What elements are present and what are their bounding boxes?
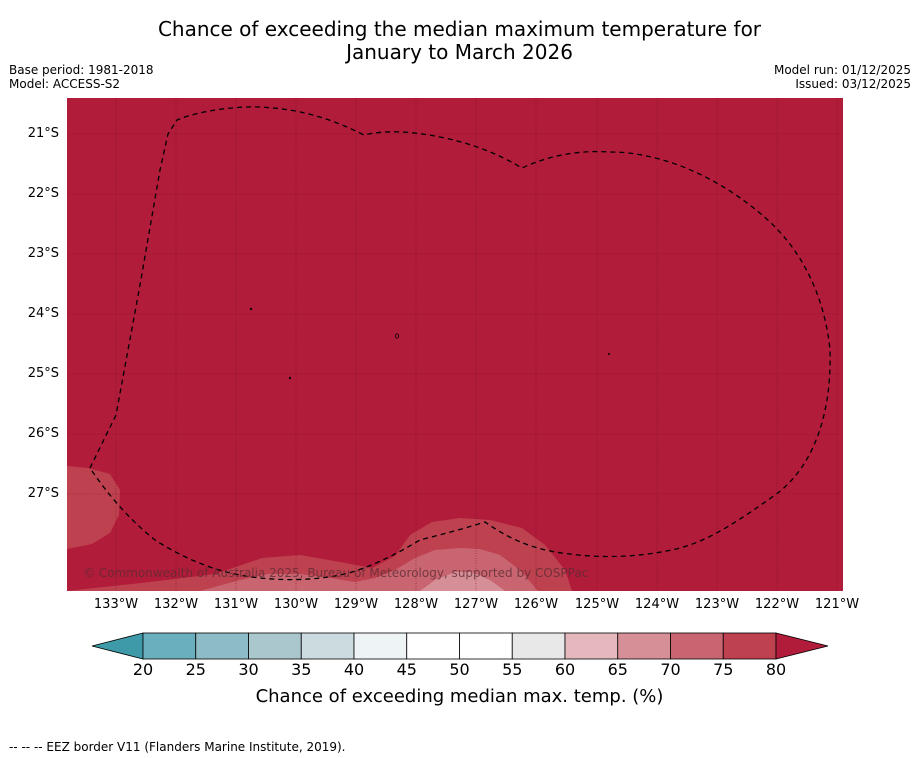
colorbar-segment-25-30 <box>195 632 249 660</box>
lon-label-130W: 130°W <box>273 597 319 612</box>
lon-label-133W: 133°W <box>93 597 139 612</box>
base-period: Base period: 1981-2018 <box>9 63 154 77</box>
lat-label-26S: 26°S <box>27 426 59 441</box>
lon-label-124W: 124°W <box>634 597 680 612</box>
lon-label-127W: 127°W <box>453 597 499 612</box>
band-bottom-core <box>420 572 505 591</box>
colorbar-tick-40: 40 <box>343 660 365 679</box>
lat-label-22S: 22°S <box>27 186 59 201</box>
colorbar-tick-50: 50 <box>449 660 470 679</box>
title-line-2: January to March 2026 <box>346 40 573 64</box>
island-4 <box>608 352 611 355</box>
colorbar-tick-45: 45 <box>396 660 417 679</box>
colorbar-title: Chance of exceeding median max. temp. (%… <box>255 686 664 707</box>
island-2 <box>249 307 253 311</box>
colorbar-tick-30: 30 <box>238 660 259 679</box>
lon-label-131W: 131°W <box>213 597 259 612</box>
map-title: Chance of exceeding the median maximum t… <box>0 18 919 64</box>
colorbar-segment-70-75 <box>670 632 724 660</box>
lon-label-128W: 128°W <box>393 597 439 612</box>
model-name: Model: ACCESS-S2 <box>9 77 121 91</box>
band-left <box>67 466 120 549</box>
island-3 <box>288 376 292 380</box>
colorbar-segment-50-55 <box>459 632 513 660</box>
islands <box>249 307 611 380</box>
lat-label-24S: 24°S <box>27 306 59 321</box>
colorbar-segment-45-50 <box>406 632 460 660</box>
lon-label-123W: 123°W <box>694 597 740 612</box>
lon-label-126W: 126°W <box>513 597 559 612</box>
colorbar-tick-75: 75 <box>713 660 734 679</box>
lon-label-121W: 121°W <box>814 597 860 612</box>
eez-border <box>89 106 831 581</box>
lon-label-125W: 125°W <box>574 597 620 612</box>
lon-label-132W: 132°W <box>153 597 199 612</box>
issued-date: Issued: 03/12/2025 <box>795 77 911 91</box>
title-line-1: Chance of exceeding the median maximum t… <box>157 17 762 41</box>
colorbar-segment-60-65 <box>564 632 619 660</box>
copyright-text: © Commonwealth of Australia 2025, Bureau… <box>83 566 589 580</box>
colorbar-segment-55-60 <box>511 632 566 660</box>
colorbar-segment-75-80 <box>722 632 777 660</box>
colorbar-extend-low <box>91 632 144 660</box>
map-area <box>67 98 843 591</box>
meta-left: Base period: 1981-2018 Model: ACCESS-S2 <box>9 63 154 91</box>
colorbar-tick-55: 55 <box>502 660 523 679</box>
lon-label-129W: 129°W <box>333 597 379 612</box>
eez-footnote: -- -- -- EEZ border V11 (Flanders Marine… <box>9 740 346 754</box>
colorbar-tick-65: 65 <box>607 660 628 679</box>
colorbar-tick-35: 35 <box>291 660 312 679</box>
colorbar-tick-20: 20 <box>132 660 154 679</box>
lat-label-25S: 25°S <box>27 366 59 381</box>
colorbar-segment-35-40 <box>300 632 355 660</box>
lat-label-21S: 21°S <box>27 126 59 141</box>
lon-label-122W: 122°W <box>754 597 800 612</box>
colorbar-segment-40-45 <box>353 632 408 660</box>
colorbar-tick-80: 80 <box>765 660 787 679</box>
colorbar-tick-25: 25 <box>185 660 206 679</box>
gridlines <box>67 98 843 591</box>
lat-label-27S: 27°S <box>27 486 59 501</box>
colorbar <box>91 632 829 660</box>
colorbar-extend-high <box>775 632 829 660</box>
model-run: Model run: 01/12/2025 <box>773 63 911 77</box>
colorbar-tick-60: 60 <box>554 660 576 679</box>
meta-right: Model run: 01/12/2025 Issued: 03/12/2025 <box>774 63 911 91</box>
colorbar-tick-70: 70 <box>660 660 681 679</box>
lat-label-23S: 23°S <box>27 246 59 261</box>
colorbar-segment-30-35 <box>248 632 302 660</box>
colorbar-segment-65-70 <box>617 632 671 660</box>
colorbar-segment-20-25 <box>142 632 197 660</box>
island-1 <box>394 333 399 339</box>
